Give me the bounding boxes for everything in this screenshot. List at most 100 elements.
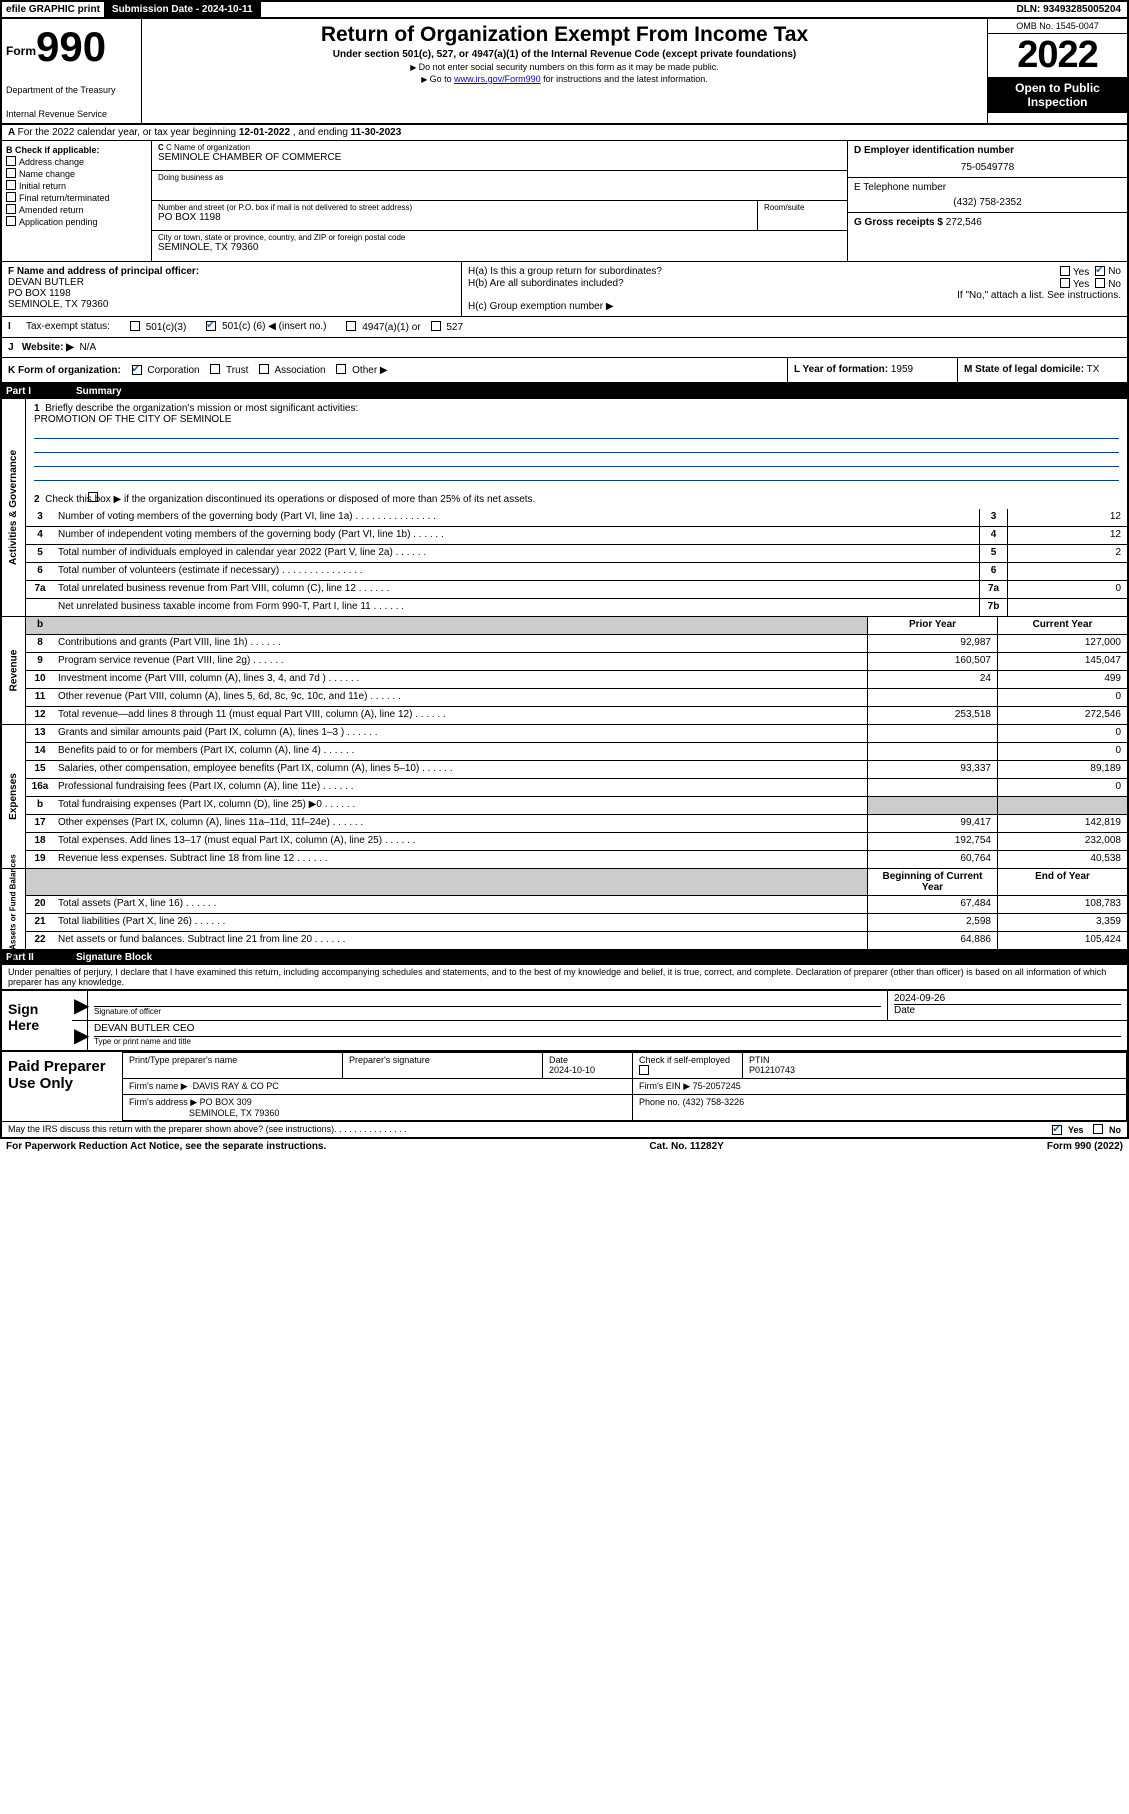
table-row: 14Benefits paid to or for members (Part …: [26, 743, 1127, 761]
dln-label: DLN: 93493285005204: [1010, 2, 1127, 17]
line-j: J Website: ▶ N/A: [2, 337, 1127, 357]
form990-link[interactable]: www.irs.gov/Form990: [454, 74, 541, 84]
ha-no[interactable]: No: [1095, 266, 1121, 278]
table-row: 18Total expenses. Add lines 13–17 (must …: [26, 833, 1127, 851]
hb-yes[interactable]: Yes: [1060, 278, 1089, 290]
sign-here-label: Sign Here: [2, 991, 72, 1050]
top-bar: efile GRAPHIC print Submission Date - 20…: [0, 0, 1129, 17]
line-i: I Tax-exempt status: 501(c)(3) 501(c) (6…: [2, 316, 1127, 337]
mission-text: PROMOTION OF THE CITY OF SEMINOLE: [34, 414, 231, 425]
chk-self-employed[interactable]: [639, 1065, 649, 1075]
name-arrow-icon: ▶: [72, 1021, 88, 1050]
table-row: 20Total assets (Part X, line 16)67,48410…: [26, 896, 1127, 914]
ha-label: H(a) Is this a group return for subordin…: [468, 266, 1060, 278]
v6: [1007, 563, 1127, 580]
dept-treasury: Department of the Treasury: [6, 85, 137, 95]
chk-name-change[interactable]: Name change: [6, 168, 147, 179]
box-b: B Check if applicable: Address change Na…: [2, 141, 152, 261]
chk-initial-return[interactable]: Initial return: [6, 180, 147, 191]
chk-app-pending[interactable]: Application pending: [6, 216, 147, 227]
discuss-yes[interactable]: Yes: [1052, 1125, 1083, 1135]
table-row: bTotal fundraising expenses (Part IX, co…: [26, 797, 1127, 815]
table-row: 9Program service revenue (Part VIII, lin…: [26, 653, 1127, 671]
table-row: 11Other revenue (Part VIII, column (A), …: [26, 689, 1127, 707]
table-row: 8Contributions and grants (Part VIII, li…: [26, 635, 1127, 653]
v4: 12: [1007, 527, 1127, 544]
sig-date: 2024-09-26: [894, 993, 1121, 1005]
ptin: P01210743: [749, 1065, 795, 1075]
signer-name: DEVAN BUTLER CEO: [94, 1023, 1121, 1037]
chk-501c3[interactable]: 501(c)(3): [130, 321, 186, 333]
line-2: 2 Check this box ▶ if the organization d…: [26, 485, 1127, 509]
table-row: 15Salaries, other compensation, employee…: [26, 761, 1127, 779]
prep-date: 2024-10-10: [549, 1065, 595, 1075]
part1-bar: Part ISummary: [0, 384, 1129, 399]
preparer-table: Print/Type preparer's name Preparer's si…: [122, 1052, 1127, 1121]
chk-501c[interactable]: 501(c) (6) ◀ (insert no.): [206, 321, 326, 333]
form-subtitle: Under section 501(c), 527, or 4947(a)(1)…: [148, 49, 981, 60]
officer-addr2: SEMINOLE, TX 79360: [8, 299, 108, 310]
part2-bar: Part IISignature Block: [0, 950, 1129, 965]
hb-ifno: If "No," attach a list. See instructions…: [468, 290, 1121, 301]
website: N/A: [79, 342, 96, 353]
chk-4947[interactable]: 4947(a)(1) or: [346, 321, 420, 333]
hb-no[interactable]: No: [1095, 278, 1121, 290]
tab-activities-governance: Activities & Governance: [2, 399, 26, 617]
firm-phone: (432) 758-3226: [683, 1097, 745, 1107]
line-m: M State of legal domicile: TX: [957, 358, 1127, 382]
form-title: Return of Organization Exempt From Incom…: [148, 23, 981, 47]
table-row: 19Revenue less expenses. Subtract line 1…: [26, 851, 1127, 869]
table-row: 16aProfessional fundraising fees (Part I…: [26, 779, 1127, 797]
chk-corp[interactable]: Corporation: [132, 365, 200, 376]
efile-label[interactable]: efile GRAPHIC print: [2, 2, 104, 17]
table-row: 17Other expenses (Part IX, column (A), l…: [26, 815, 1127, 833]
table-row: 12Total revenue—add lines 8 through 11 (…: [26, 707, 1127, 725]
ssn-warning: Do not enter social security numbers on …: [148, 62, 981, 72]
sign-arrow-icon: ▶: [72, 991, 88, 1020]
chk-other[interactable]: Other ▶: [336, 365, 387, 376]
form-header: Form990 Department of the Treasury Inter…: [0, 17, 1129, 123]
table-row: 10Investment income (Part VIII, column (…: [26, 671, 1127, 689]
firm-addr1: PO BOX 309: [200, 1097, 252, 1107]
table-row: 13Grants and similar amounts paid (Part …: [26, 725, 1127, 743]
discuss-no[interactable]: No: [1093, 1125, 1121, 1135]
chk-trust[interactable]: Trust: [210, 365, 248, 376]
chk-527[interactable]: 527: [431, 321, 463, 333]
discuss-label: May the IRS discuss this return with the…: [8, 1124, 334, 1135]
phone: (432) 758-2352: [854, 197, 1121, 208]
tab-expenses: Expenses: [2, 725, 26, 869]
tab-revenue: Revenue: [2, 617, 26, 725]
v3: 12: [1007, 509, 1127, 526]
tab-net-assets: Net Assets or Fund Balances: [2, 869, 26, 950]
pra-notice: For Paperwork Reduction Act Notice, see …: [6, 1141, 326, 1152]
form-footer: Form 990 (2022): [1047, 1141, 1123, 1152]
submission-date: Submission Date - 2024-10-11: [104, 2, 261, 17]
irs-label: Internal Revenue Service: [6, 109, 137, 119]
table-row: 22Net assets or fund balances. Subtract …: [26, 932, 1127, 950]
chk-final-return[interactable]: Final return/terminated: [6, 192, 147, 203]
v7b: [1007, 599, 1127, 616]
chk-address-change[interactable]: Address change: [6, 156, 147, 167]
street-address: PO BOX 1198: [158, 212, 751, 223]
firm-addr2: SEMINOLE, TX 79360: [189, 1108, 279, 1118]
line-a: A For the 2022 calendar year, or tax yea…: [2, 125, 1127, 141]
chk-amended[interactable]: Amended return: [6, 204, 147, 215]
cat-no: Cat. No. 11282Y: [649, 1141, 723, 1152]
city-state-zip: SEMINOLE, TX 79360: [158, 242, 841, 253]
org-name: SEMINOLE CHAMBER OF COMMERCE: [158, 152, 841, 163]
chk-assoc[interactable]: Association: [259, 365, 325, 376]
officer-addr1: PO BOX 1198: [8, 288, 71, 299]
officer-name: DEVAN BUTLER: [8, 277, 84, 288]
line-l: L Year of formation: 1959: [787, 358, 957, 382]
firm-ein: 75-2057245: [693, 1081, 741, 1091]
v7a: 0: [1007, 581, 1127, 598]
tax-year: 2022: [988, 34, 1127, 77]
form-990-label: Form990: [6, 23, 137, 71]
hc-label: H(c) Group exemption number ▶: [468, 301, 1121, 312]
ha-yes[interactable]: Yes: [1060, 266, 1089, 278]
gross-receipts: 272,546: [946, 217, 982, 228]
v5: 2: [1007, 545, 1127, 562]
line-1: 1 Briefly describe the organization's mi…: [26, 399, 1127, 485]
firm-name: DAVIS RAY & CO PC: [193, 1081, 279, 1091]
penalties-text: Under penalties of perjury, I declare th…: [2, 965, 1127, 989]
